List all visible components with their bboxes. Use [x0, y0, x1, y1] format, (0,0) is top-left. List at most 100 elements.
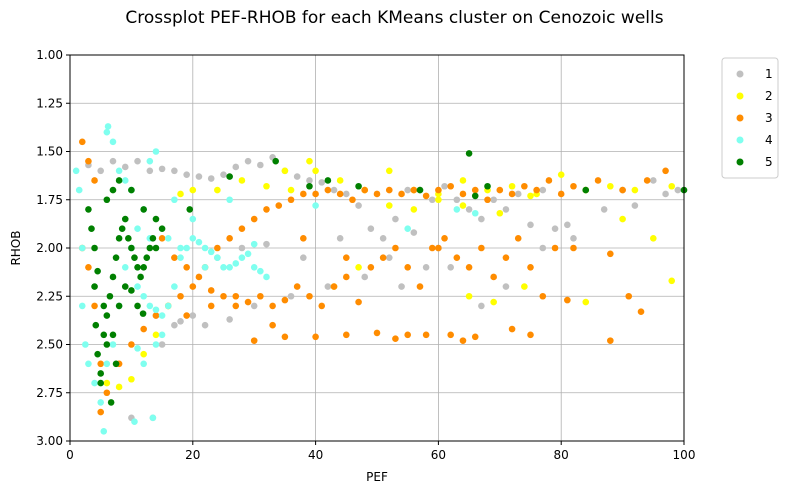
legend-label-2: 2: [765, 89, 773, 103]
series-2-point: [385, 202, 393, 209]
series-5-point: [484, 182, 491, 190]
series-3-point: [594, 177, 602, 184]
series-5-point: [137, 273, 144, 281]
series-2-point: [521, 283, 528, 290]
series-1-point: [207, 175, 215, 182]
series-5-point: [146, 244, 154, 252]
series-5-point: [115, 235, 123, 242]
series-3-point: [91, 177, 98, 184]
series-4-point: [103, 360, 111, 368]
series-1-point: [146, 167, 154, 175]
series-1-point: [121, 163, 129, 171]
series-1-point: [367, 225, 375, 232]
series-3-point: [140, 325, 147, 333]
series-2-point: [214, 186, 221, 194]
series-4-point: [146, 157, 154, 165]
series-4-point: [201, 264, 209, 271]
y-tick-label: 1.50: [36, 145, 63, 159]
axis-ticks: 0 20 40 60 80 100 1.00 1.25 1.50 1.75 2.00 2.25 2.50…: [36, 48, 695, 462]
series-4-point: [220, 264, 227, 271]
series-1-point: [570, 235, 577, 242]
series-4-point: [97, 399, 104, 406]
series-3-point: [514, 235, 522, 242]
series-1-point: [158, 341, 166, 348]
series-3-point: [269, 302, 276, 310]
legend-marker-3: [736, 114, 744, 122]
series-1-point: [300, 254, 307, 261]
series-3-point: [300, 235, 307, 242]
series-1-point: [514, 190, 522, 198]
series-1-point: [447, 264, 454, 271]
y-tick-label: 1.25: [36, 96, 63, 110]
x-tick-label: 60: [431, 448, 446, 462]
series-1-point: [392, 215, 399, 223]
series-5-point: [128, 244, 135, 252]
series-5-point: [131, 254, 138, 261]
series-5-point: [272, 157, 279, 165]
series-1-point: [600, 206, 608, 213]
series-5-point: [465, 150, 473, 157]
series-1-point: [662, 190, 669, 198]
series-5-point: [85, 206, 92, 213]
series-1-point: [539, 186, 547, 194]
series-3-point: [379, 254, 387, 261]
series-5-point: [143, 254, 151, 261]
series-1-point: [539, 244, 547, 252]
series-3-point: [392, 244, 399, 252]
series-5-point: [140, 206, 147, 213]
series-2-point: [465, 292, 473, 300]
series-3-point: [250, 215, 258, 223]
series-3-point: [545, 177, 553, 184]
legend-label-1: 1: [765, 67, 773, 81]
series-5-point: [158, 225, 166, 232]
series-4-point: [238, 254, 246, 261]
series-4-point: [471, 209, 479, 217]
series-2-point: [355, 264, 362, 271]
series-1-point: [201, 321, 209, 329]
series-5-point: [186, 206, 194, 213]
series-4-point: [109, 341, 117, 348]
series-3-point: [226, 235, 233, 242]
legend-marker-1: [736, 70, 744, 78]
series-5-point: [152, 215, 160, 223]
series-1-point: [564, 221, 571, 229]
series-2-point: [619, 215, 626, 223]
series-3-point: [410, 186, 418, 194]
series-1-point: [428, 196, 436, 204]
series-5-point: [109, 331, 117, 339]
series-3-point: [459, 190, 467, 198]
series-3-point: [404, 264, 412, 271]
series-1-point: [109, 157, 117, 165]
series-2-point: [410, 206, 418, 213]
series-1-point: [453, 196, 461, 204]
series-4-point: [75, 186, 83, 194]
series-3-point: [398, 190, 405, 198]
series-3-point: [557, 190, 565, 198]
y-tick-label: 3.00: [36, 434, 63, 448]
series-4-point: [146, 302, 154, 310]
x-axis-label: PEF: [366, 470, 388, 484]
series-4-point: [232, 260, 240, 267]
series-1-point: [631, 202, 639, 209]
series-1-point: [244, 157, 252, 165]
series-3-point: [103, 389, 111, 397]
series-1-point: [465, 206, 473, 213]
series-4-point: [121, 177, 129, 184]
legend-marker-5: [736, 158, 744, 166]
series-4-point: [207, 248, 215, 256]
chart-title: Crossplot PEF-RHOB for each KMeans clust…: [125, 8, 664, 28]
y-axis-label: RHOB: [9, 230, 23, 265]
series-3-point: [662, 167, 669, 175]
series-5-point: [121, 215, 129, 223]
series-3-point: [85, 157, 92, 165]
series-5-point: [109, 273, 117, 281]
y-tick-label: 2.50: [36, 338, 63, 352]
series-1-point: [306, 177, 313, 184]
series-1-point: [287, 292, 295, 300]
grid-lines: [69, 54, 685, 442]
series-4-point: [109, 138, 117, 146]
series-5-point: [471, 192, 479, 200]
series-3-point: [183, 264, 190, 271]
series-4-point: [453, 206, 461, 213]
series-3-point: [471, 333, 479, 341]
